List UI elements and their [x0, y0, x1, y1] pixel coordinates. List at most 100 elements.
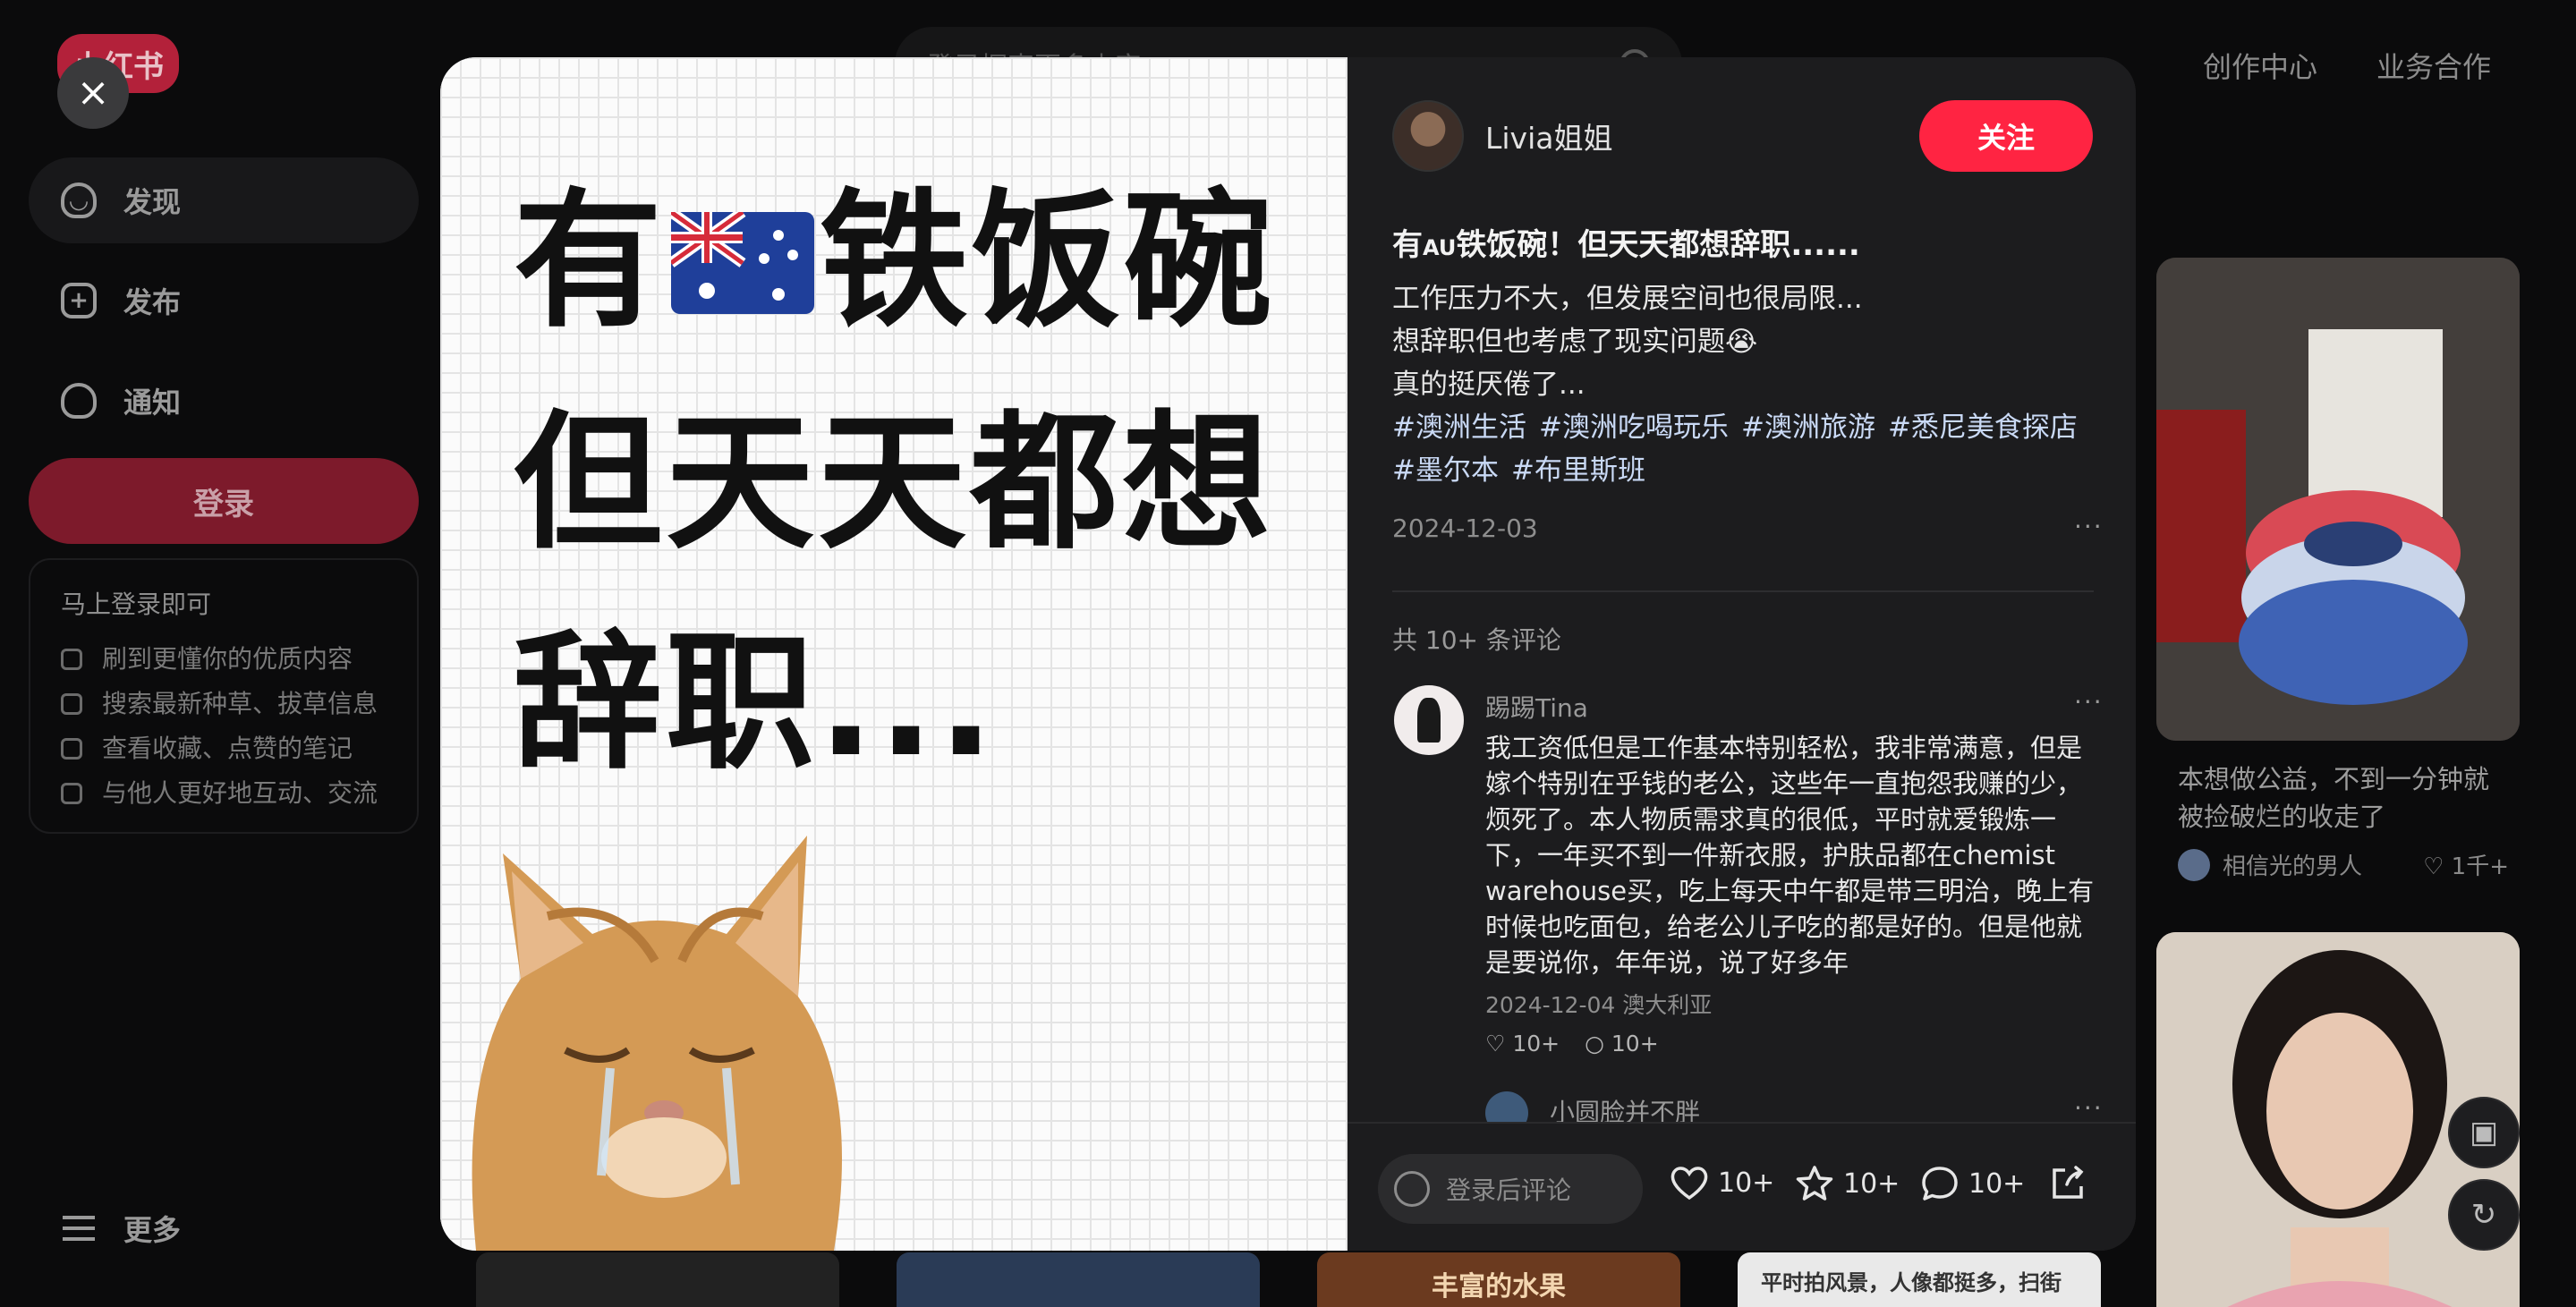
- promo-text: 搜索最新种草、拔草信息: [102, 689, 378, 718]
- author-info[interactable]: Livia姐姐: [1392, 100, 1612, 172]
- note-panel: Livia姐姐 关注 有AU铁饭碗！但天天都想辞职...... 工作压力不大，但…: [1348, 57, 2136, 1251]
- caption-text: 有: [514, 175, 666, 348]
- likes-count: 1千+: [2451, 853, 2509, 880]
- comment-actions: ♡ 10+ ○ 10+: [1485, 1031, 1659, 1057]
- feed-thumb[interactable]: 平时拍风景，人像都挺多，扫街: [1738, 1252, 2101, 1307]
- close-icon[interactable]: ×: [57, 57, 129, 129]
- image-icon[interactable]: ▣: [2448, 1097, 2520, 1168]
- feed-card-author[interactable]: 相信光的男人: [2223, 853, 2363, 880]
- note-body-line: 想辞职但也考虑了现实问题😭: [1392, 326, 1758, 358]
- menu-icon: [63, 1216, 95, 1241]
- comment-placeholder: 登录后评论: [1446, 1175, 1572, 1205]
- reply-count: 10+: [1611, 1031, 1659, 1057]
- comment-like[interactable]: ♡ 10+: [1485, 1031, 1560, 1057]
- comment-count: 共 10+ 条评论: [1392, 625, 1561, 655]
- sidebar-item-label: 通知: [123, 386, 182, 420]
- avatar[interactable]: [1394, 685, 1464, 755]
- star-icon: [1796, 1166, 1833, 1201]
- promo-item: 与他人更好地互动、交流: [61, 771, 387, 816]
- like-count: 10+: [1512, 1031, 1560, 1057]
- interaction-bar: 登录后评论 10+ 10+ 10+: [1348, 1122, 2136, 1251]
- divider: [1392, 590, 2094, 592]
- promo-text: 查看收藏、点赞的笔记: [102, 734, 353, 763]
- sidebar-item-discover[interactable]: ◡ 发现: [29, 157, 419, 243]
- more-menu[interactable]: 更多: [63, 1208, 181, 1249]
- nav-creator-center[interactable]: 创作中心: [2203, 50, 2318, 84]
- comment-reply[interactable]: ○ 10+: [1585, 1031, 1659, 1057]
- feed-thumb[interactable]: 丰富的水果: [1317, 1252, 1680, 1307]
- more-options-icon[interactable]: ···: [2074, 512, 2104, 541]
- feed-photo: [2156, 258, 2520, 741]
- image-caption-line2: 但天天都想: [514, 397, 1274, 570]
- user-icon: [1394, 1171, 1430, 1207]
- thumb-text: 平时拍风景，人像都挺多，扫街: [1761, 1270, 2062, 1295]
- like-count: 10+: [1718, 1167, 1775, 1199]
- tag-link[interactable]: #澳洲旅游: [1740, 412, 1875, 444]
- more-options-icon[interactable]: ···: [2074, 687, 2104, 717]
- author-name[interactable]: Livia姐姐: [1485, 121, 1613, 156]
- promo-item: 查看收藏、点赞的笔记: [61, 726, 387, 771]
- heart-icon: [1671, 1167, 1708, 1201]
- share-button[interactable]: [2049, 1165, 2096, 1202]
- like-button[interactable]: 10+: [1670, 1165, 1774, 1201]
- tag-link[interactable]: #悉尼美食探店: [1887, 412, 2078, 444]
- plus-square-icon: +: [61, 283, 97, 318]
- note-body-line: 真的挺厌倦了...: [1392, 369, 1586, 401]
- nav-business[interactable]: 业务合作: [2376, 50, 2492, 84]
- feed-thumb[interactable]: [476, 1252, 839, 1307]
- comment-count: 10+: [1968, 1167, 2026, 1200]
- feed-card-title[interactable]: 本想做公益，不到一分钟就被捡破烂的收走了: [2178, 764, 2490, 832]
- comment-date: 2024-12-04 澳大利亚: [1485, 992, 1713, 1018]
- title-part: AU: [1423, 235, 1457, 260]
- note-title: 有AU铁饭碗！但天天都想辞职......: [1392, 220, 1860, 264]
- comment-input[interactable]: 登录后评论: [1378, 1154, 1643, 1224]
- chat-icon: [61, 783, 82, 804]
- star-icon: [61, 738, 82, 760]
- note-tags: #澳洲生活 #澳洲吃喝玩乐 #澳洲旅游 #悉尼美食探店 #墨尔本 #布里斯班: [1392, 406, 2108, 492]
- home-icon: ◡: [61, 182, 97, 218]
- thumb-text: 丰富的水果: [1432, 1271, 1566, 1303]
- comment-author[interactable]: 踢踢Tina: [1485, 693, 1588, 723]
- follow-button[interactable]: 关注: [1919, 100, 2093, 172]
- feed-photo: [2156, 932, 2520, 1307]
- australia-flag-icon: [671, 211, 814, 314]
- comment-button[interactable]: 10+: [1920, 1165, 2025, 1202]
- feed-card-likes[interactable]: ♡ 1千+: [2423, 853, 2509, 880]
- comment-text: 我工资低但是工作基本特别轻松，我非常满意，但是嫁个特别在乎钱的老公，这些年一直抱…: [1485, 733, 2095, 978]
- title-part: 有: [1392, 227, 1423, 263]
- more-options-icon[interactable]: ···: [2074, 1093, 2104, 1123]
- bell-icon: [61, 383, 97, 419]
- promo-title: 马上登录即可: [61, 590, 212, 619]
- thumb-up-icon: [61, 649, 82, 670]
- share-icon: [2053, 1166, 2084, 1199]
- note-body: 工作压力不大，但发展空间也很局限... 想辞职但也考虑了现实问题😭 真的挺厌倦了…: [1392, 277, 2099, 406]
- login-button[interactable]: 登录: [29, 458, 419, 544]
- note-image[interactable]: 有铁饭碗 但天天都想 辞职...: [440, 57, 1348, 1251]
- feed-thumb[interactable]: [897, 1252, 1260, 1307]
- promo-item: 刷到更懂你的优质内容: [61, 637, 387, 682]
- collect-count: 10+: [1843, 1167, 1900, 1200]
- refresh-icon[interactable]: ↻: [2448, 1179, 2520, 1251]
- tag-link[interactable]: #澳洲吃喝玩乐: [1538, 412, 1729, 444]
- collect-button[interactable]: 10+: [1795, 1165, 1900, 1202]
- tag-link[interactable]: #墨尔本: [1392, 454, 1499, 487]
- note-body-line: 工作压力不大，但发展空间也很局限...: [1392, 283, 1863, 315]
- sidebar-item-notify[interactable]: 通知: [29, 358, 419, 444]
- avatar[interactable]: [2178, 848, 2210, 881]
- sprout-icon: [61, 693, 82, 715]
- comment-icon: [1922, 1167, 1958, 1201]
- promo-item: 搜索最新种草、拔草信息: [61, 682, 387, 726]
- avatar[interactable]: [1392, 100, 1464, 172]
- image-caption-line1: 有铁饭碗: [514, 188, 1276, 336]
- tag-link[interactable]: #布里斯班: [1510, 454, 1645, 487]
- tag-link[interactable]: #澳洲生活: [1392, 412, 1526, 444]
- feed-card-meta: 相信光的男人 ♡ 1千+: [2178, 848, 2509, 881]
- feed-card-image[interactable]: [2156, 932, 2520, 1307]
- more-label: 更多: [123, 1213, 182, 1247]
- feed-card-image[interactable]: [2156, 258, 2520, 741]
- sidebar-item-label: 发现: [123, 185, 182, 219]
- note-date: 2024-12-03: [1392, 513, 1538, 543]
- promo-text: 刷到更懂你的优质内容: [102, 644, 353, 674]
- caption-text: 铁饭碗: [820, 175, 1276, 348]
- sidebar-item-publish[interactable]: + 发布: [29, 258, 419, 344]
